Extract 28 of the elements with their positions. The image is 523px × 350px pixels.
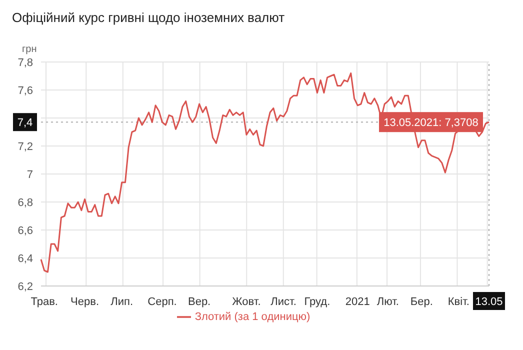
y-tick-label: 6,2	[18, 280, 33, 293]
x-tick-label: Серп.	[148, 296, 177, 308]
x-tick-label: Вер.	[188, 296, 211, 308]
y-tick-label: 7,2	[18, 140, 33, 153]
ref-line-label: 7,4	[17, 117, 33, 130]
y-axis-title: грн	[22, 44, 37, 55]
x-tick-label: Лют.	[376, 296, 399, 308]
annotation: 13.05.2021: 7,3708	[384, 117, 478, 130]
x-tick-label: Лип.	[110, 296, 134, 308]
x-tick-label: 13.05	[475, 296, 503, 308]
x-tick-label: Груд.	[304, 296, 330, 308]
chart-title: Офіційний курс гривні щодо іноземних валют	[12, 10, 285, 25]
y-tick-label: 6,6	[18, 224, 33, 237]
y-tick-label: 7,8	[18, 56, 33, 69]
tooltip-box: 13.05.2021: 7,3708	[379, 112, 483, 132]
x-tick-label: Бер.	[410, 296, 433, 308]
legend-label: Злотий (за 1 одиницю)	[194, 310, 310, 323]
x-tick-label: Жовт.	[232, 296, 261, 308]
line-series	[40, 72, 490, 273]
x-tick-label: Черв.	[70, 296, 100, 308]
y-tick-label: 7	[26, 168, 33, 181]
x-tick-label: 2021	[345, 296, 370, 308]
y-tick-label: 6,4	[18, 252, 33, 265]
y-tick-label: 7,6	[18, 84, 33, 97]
y-tick-label: 6,8	[18, 196, 33, 209]
x-tick-label: Квіт.	[448, 296, 470, 308]
x-tick-label: Трав.	[30, 296, 58, 308]
x-tick-label: Лист.	[270, 296, 296, 308]
